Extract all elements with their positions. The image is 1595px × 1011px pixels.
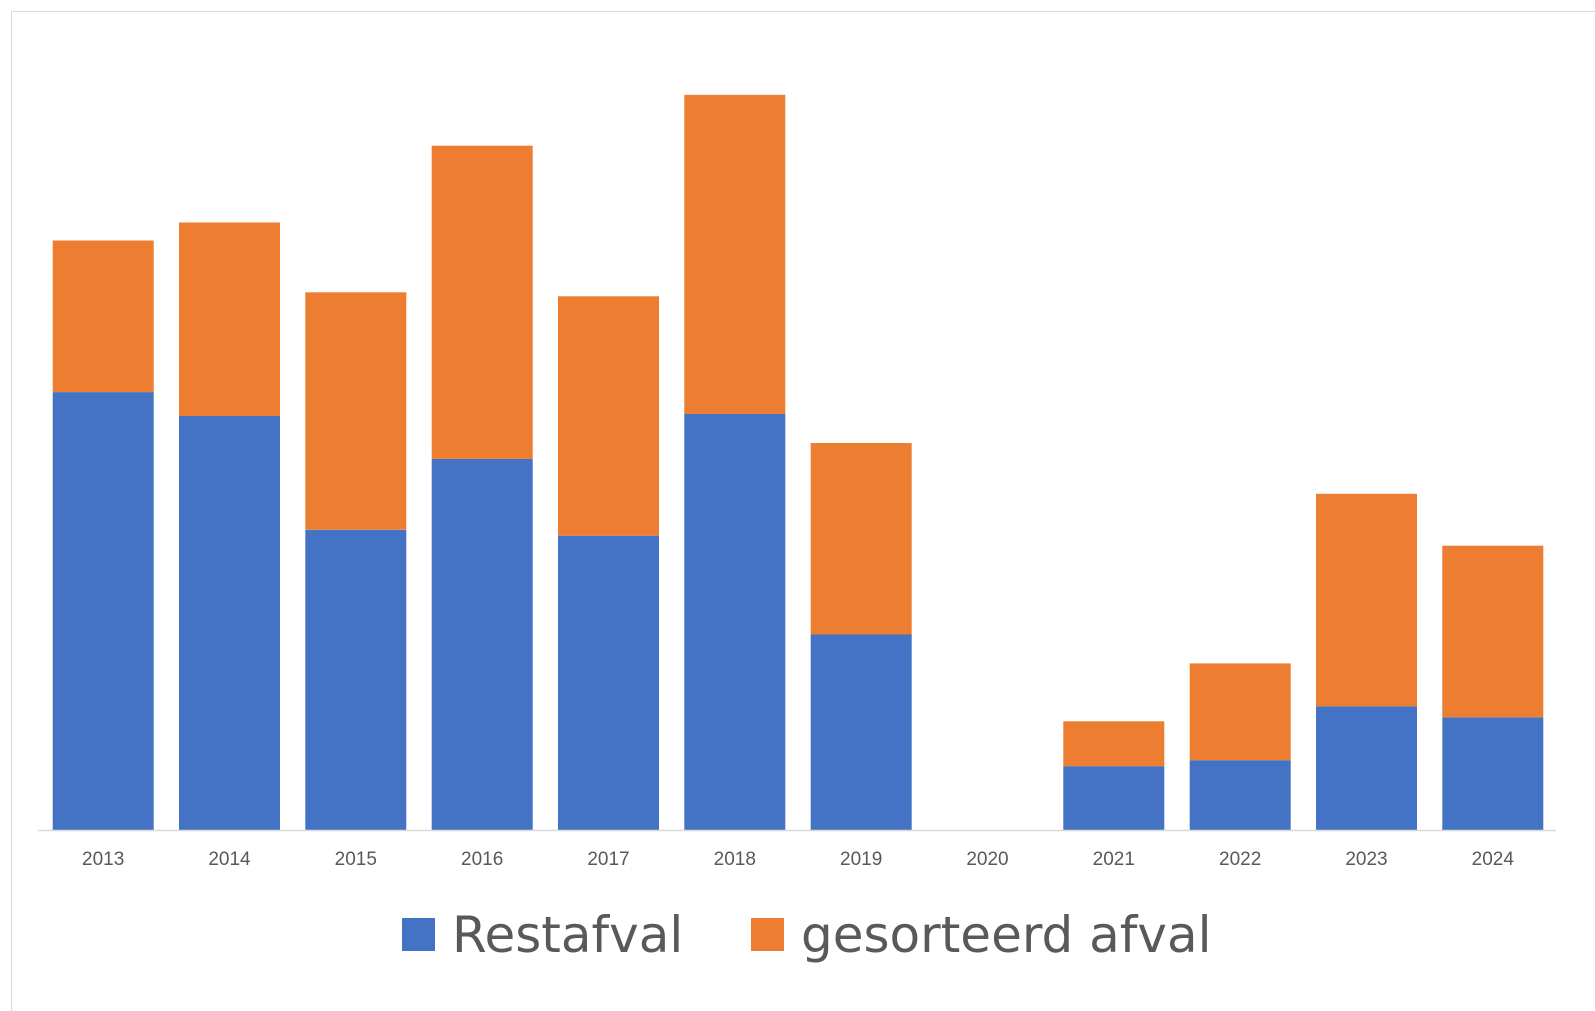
- legend-label-gesorteerd-afval: gesorteerd afval: [801, 906, 1212, 964]
- bar-gesorteerd-afval-2014: [179, 222, 280, 416]
- x-tick-label-2016: 2016: [461, 849, 503, 870]
- x-tick-label-2022: 2022: [1219, 849, 1261, 870]
- x-tick-label-2020: 2020: [966, 849, 1008, 870]
- bar-gesorteerd-afval-2023: [1316, 493, 1417, 707]
- legend-swatch-gesorteerd-afval: [751, 918, 784, 951]
- bar-restafval-2022: [1189, 760, 1291, 830]
- bar-gesorteerd-afval-2013: [52, 240, 154, 393]
- x-tick-labels: 2013 2014 2015 2016 2017 2018 2019 2020 2021 2022…: [82, 849, 1514, 870]
- bar-restafval-2021: [1063, 766, 1165, 830]
- bar-restafval-2016: [431, 458, 533, 830]
- bar-restafval-2024: [1442, 717, 1544, 830]
- x-tick-label-2023: 2023: [1345, 849, 1387, 870]
- bar-gesorteerd-afval-2017: [558, 296, 659, 536]
- bar-restafval-2015: [305, 529, 407, 830]
- bar-gesorteerd-afval-2024: [1442, 545, 1544, 718]
- legend-swatch-restafval: [402, 918, 435, 951]
- bar-gesorteerd-afval-2022: [1189, 663, 1291, 761]
- x-tick-label-2014: 2014: [208, 849, 251, 870]
- x-tick-label-2021: 2021: [1093, 849, 1135, 870]
- bars-group: [52, 94, 1544, 830]
- legend: Restafval gesorteerd afval: [402, 906, 1212, 964]
- bar-gesorteerd-afval-2015: [305, 292, 407, 530]
- bar-restafval-2013: [52, 392, 154, 830]
- bar-restafval-2014: [179, 416, 280, 830]
- x-tick-label-2019: 2019: [840, 849, 882, 870]
- x-tick-label-2013: 2013: [82, 849, 124, 870]
- x-tick-label-2018: 2018: [714, 849, 756, 870]
- bar-restafval-2018: [684, 414, 786, 830]
- bar-gesorteerd-afval-2021: [1063, 721, 1165, 767]
- legend-label-restafval: Restafval: [452, 906, 683, 964]
- bar-restafval-2023: [1316, 706, 1417, 830]
- bar-restafval-2017: [558, 535, 659, 830]
- chart-frame: [11, 11, 1595, 1011]
- bar-gesorteerd-afval-2018: [684, 94, 786, 415]
- x-tick-label-2017: 2017: [587, 849, 629, 870]
- x-tick-label-2024: 2024: [1472, 849, 1515, 870]
- bar-gesorteerd-afval-2016: [431, 145, 533, 459]
- bar-restafval-2019: [810, 634, 912, 830]
- bar-gesorteerd-afval-2019: [810, 443, 912, 635]
- x-tick-label-2015: 2015: [335, 849, 377, 870]
